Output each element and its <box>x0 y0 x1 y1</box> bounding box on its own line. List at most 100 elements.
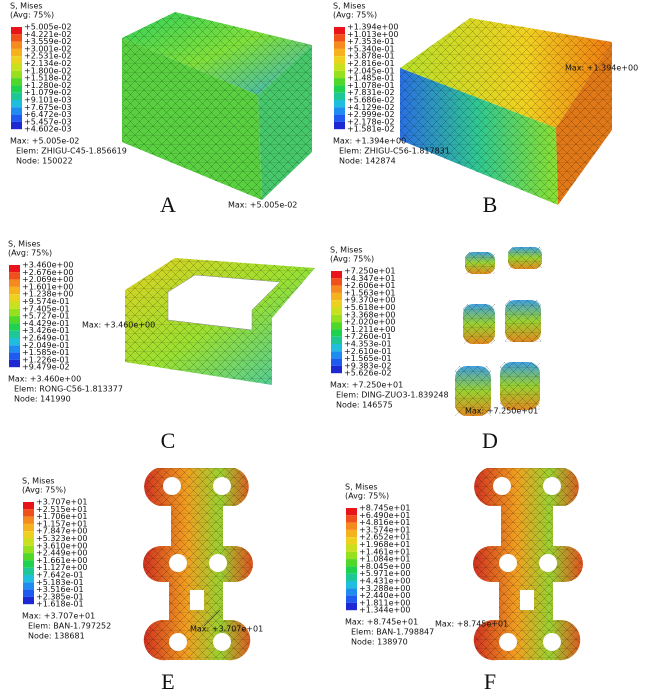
legend-value: +1.581e-02 <box>347 125 395 134</box>
legend-swatch <box>331 351 342 358</box>
node-info: Node: 138970 <box>351 638 408 647</box>
legend-swatch <box>23 517 34 524</box>
max-annotation: Max: +7.250e+01 <box>465 407 538 416</box>
panel-f-model <box>473 468 583 660</box>
legend-swatch <box>23 531 34 538</box>
legend-swatch <box>331 278 342 285</box>
legend-swatch <box>346 530 357 537</box>
legend-swatch <box>11 107 22 114</box>
legend-swatch <box>331 300 342 307</box>
panel-a-model <box>122 12 312 200</box>
legend-swatch <box>23 539 34 546</box>
legend-swatch <box>9 287 20 294</box>
max-annotation: Max: +3.460e+00 <box>82 321 155 330</box>
max-info: Max: +8.745e+01 <box>345 618 418 627</box>
legend-value: +1.344e+00 <box>359 606 410 615</box>
legend-swatch <box>346 596 357 603</box>
legend-swatch <box>23 568 34 575</box>
legend-avg: (Avg: 75%) <box>330 255 374 264</box>
legend-swatch <box>9 294 20 301</box>
elem-info: Elem: RONG-C56-1.813377 <box>14 385 123 394</box>
legend-swatch <box>331 359 342 366</box>
legend-swatch <box>331 271 342 278</box>
legend-swatch <box>9 302 20 309</box>
elem-info: Elem: BAN-1.798847 <box>351 628 434 637</box>
legend-swatch <box>23 553 34 560</box>
node-info: Node: 138681 <box>28 632 85 641</box>
legend-swatch <box>11 93 22 100</box>
legend-swatch <box>334 56 345 63</box>
elem-info: Elem: DING-ZUO3-1.839248 <box>336 391 449 400</box>
elem-info: Elem: ZHIGU-C45-1.856619 <box>16 147 127 156</box>
legend-swatch <box>346 515 357 522</box>
legend-swatch <box>9 280 20 287</box>
legend-swatch <box>23 575 34 582</box>
legend-swatch <box>23 546 34 553</box>
legend-value: +5.626e-02 <box>344 369 392 378</box>
legend-swatch <box>331 329 342 336</box>
panel-label: F <box>484 669 496 694</box>
legend-swatch <box>346 552 357 559</box>
legend-swatch <box>334 85 345 92</box>
legend-swatch <box>331 337 342 344</box>
legend-swatch <box>334 78 345 85</box>
legend-swatch <box>11 64 22 71</box>
legend-swatch <box>9 265 20 272</box>
legend-swatch <box>334 115 345 122</box>
node-info: Node: 146575 <box>336 401 393 410</box>
legend-value: +9.479e-02 <box>22 363 70 372</box>
legend-swatch <box>334 34 345 41</box>
legend-swatch <box>11 42 22 49</box>
figure: S, Mises(Avg: 75%)+5.005e-02+4.221e-02+3… <box>0 0 647 696</box>
legend-swatch <box>23 524 34 531</box>
legend-swatch <box>334 122 345 129</box>
legend-swatch <box>23 502 34 509</box>
panel-label: B <box>483 192 498 217</box>
legend-swatch <box>23 597 34 604</box>
legend-swatch <box>346 574 357 581</box>
legend-avg: (Avg: 75%) <box>8 249 52 258</box>
legend-swatch <box>11 56 22 63</box>
legend-swatch <box>11 78 22 85</box>
legend-swatch <box>11 49 22 56</box>
max-info: Max: +3.707e+01 <box>22 612 95 621</box>
legend-swatch <box>9 309 20 316</box>
legend-swatch <box>331 308 342 315</box>
legend-swatch <box>11 27 22 34</box>
legend-swatch <box>346 559 357 566</box>
legend-avg: (Avg: 75%) <box>22 486 66 495</box>
legend-swatch <box>11 71 22 78</box>
panel-label: E <box>161 669 174 694</box>
legend-title: S, Mises <box>10 2 43 11</box>
legend-title: S, Mises <box>8 240 41 249</box>
max-info: Max: +5.005e-02 <box>10 137 79 146</box>
legend-swatch <box>346 581 357 588</box>
legend-title: S, Mises <box>22 477 55 486</box>
legend-swatch <box>346 588 357 595</box>
legend-swatch <box>331 344 342 351</box>
legend-title: S, Mises <box>330 246 363 255</box>
node-info: Node: 141990 <box>14 395 71 404</box>
legend-swatch <box>11 34 22 41</box>
legend-swatch <box>9 345 20 352</box>
node-info: Node: 142874 <box>339 157 396 166</box>
panel-label: D <box>482 428 498 453</box>
legend-swatch <box>334 107 345 114</box>
legend-swatch <box>346 523 357 530</box>
legend-avg: (Avg: 75%) <box>345 492 389 501</box>
legend-value: +4.602e-03 <box>24 125 72 134</box>
legend-title: S, Mises <box>333 2 366 11</box>
legend-swatch <box>9 323 20 330</box>
legend-swatch <box>331 366 342 373</box>
legend-swatch <box>331 286 342 293</box>
legend-swatch <box>331 293 342 300</box>
legend-swatch <box>346 537 357 544</box>
legend-swatch <box>9 316 20 323</box>
legend-swatch <box>331 322 342 329</box>
legend-value: +1.618e-01 <box>36 600 84 609</box>
legend-swatch <box>334 64 345 71</box>
legend-swatch <box>11 122 22 129</box>
legend-swatch <box>331 315 342 322</box>
legend-swatch <box>9 331 20 338</box>
legend-swatch <box>346 508 357 515</box>
